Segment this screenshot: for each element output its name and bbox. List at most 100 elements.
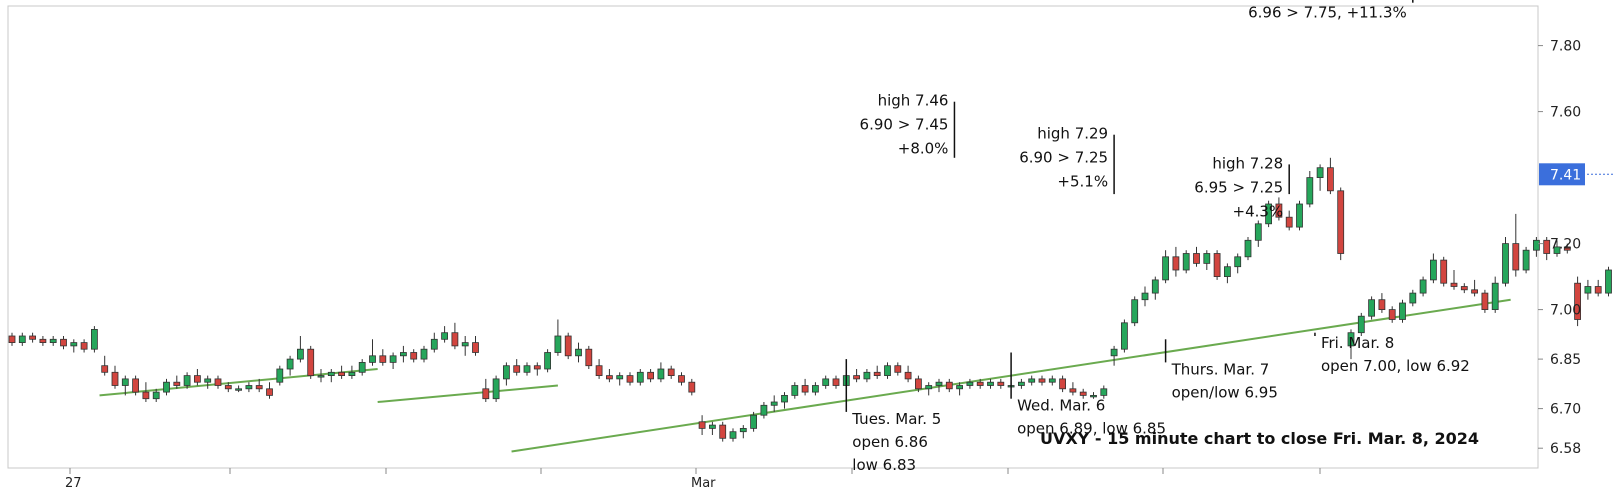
candle-body xyxy=(945,381,953,390)
candle-body xyxy=(575,348,582,357)
candle-body xyxy=(183,375,191,386)
candle-body xyxy=(1450,282,1458,287)
candle-body xyxy=(1110,348,1118,357)
candle-body xyxy=(873,371,881,376)
candle-body xyxy=(987,381,994,386)
y-tick-label: 6.85 xyxy=(1550,352,1581,368)
candle-body xyxy=(1584,286,1592,294)
candle-body xyxy=(1533,239,1540,251)
annotation-text: high 7.28 xyxy=(1212,154,1283,172)
candle-body xyxy=(1265,203,1272,225)
candle-body xyxy=(1275,203,1283,218)
y-tick-label: 6.70 xyxy=(1550,402,1581,418)
candle-body xyxy=(698,421,706,429)
candle-body xyxy=(492,378,500,400)
candle-body xyxy=(1090,394,1097,398)
candle-body xyxy=(255,385,263,390)
annotation-text: +8.0% xyxy=(898,140,949,158)
candle-body xyxy=(1399,302,1406,320)
y-tick-label: 7.20 xyxy=(1550,237,1581,253)
candle-body xyxy=(1430,259,1437,281)
y-tick-label: 6.58 xyxy=(1550,441,1581,457)
candle-body xyxy=(235,388,243,391)
candle-body xyxy=(1574,282,1581,320)
last-price-badge xyxy=(1539,163,1585,186)
candle-body xyxy=(1079,391,1087,396)
candle-body xyxy=(1141,292,1149,301)
candle-body xyxy=(1213,253,1221,278)
candle-body xyxy=(595,365,603,377)
day-label-text: open 7.00, low 6.92 xyxy=(1321,357,1470,375)
annotation-text: 6.96 > 7.75, +11.3% xyxy=(1248,4,1407,22)
day-label-text: Tues. Mar. 5 xyxy=(851,410,941,428)
annotation-text: +5.1% xyxy=(1057,173,1108,191)
candle-body xyxy=(1502,243,1509,284)
x-tick-label: Mar xyxy=(691,476,716,491)
candle-body xyxy=(770,401,778,406)
grid xyxy=(7,5,1539,469)
candle-body xyxy=(266,388,273,396)
candle-body xyxy=(399,352,407,357)
candle-body xyxy=(1543,239,1551,254)
candle-body xyxy=(18,335,26,343)
candle-body xyxy=(1491,282,1499,311)
candle-body xyxy=(760,404,768,416)
axes: 6.58 6.70 6.85 7.00 7.20 7.60 7.80 27 Mar 7.41 xyxy=(65,39,1615,491)
candle-body xyxy=(286,358,294,370)
candle-body xyxy=(1460,286,1468,291)
candle-body xyxy=(1327,167,1334,192)
candle-body xyxy=(822,378,830,386)
annotation-text: 6.90 > 7.45 xyxy=(860,116,949,134)
candle-body xyxy=(904,371,912,380)
candle-body xyxy=(678,375,685,383)
candle-body xyxy=(338,371,346,376)
candle-body xyxy=(80,342,88,350)
candle-body xyxy=(369,355,376,363)
candle-body xyxy=(1059,378,1066,390)
candle-body xyxy=(60,338,67,347)
candle-body xyxy=(812,385,819,393)
candle-body xyxy=(1481,292,1489,311)
candle-body xyxy=(1471,289,1478,294)
candle-body xyxy=(39,338,47,343)
candle-body xyxy=(1038,378,1046,383)
candle-body xyxy=(410,352,418,360)
candle-body xyxy=(204,378,212,383)
candle-body xyxy=(1440,259,1448,284)
candle-body xyxy=(729,431,737,439)
candle-body xyxy=(482,388,490,400)
candle-body xyxy=(801,385,809,393)
candle-body xyxy=(997,381,1005,386)
day-label-text: open/low 6.95 xyxy=(1172,383,1278,401)
candle-body xyxy=(1337,190,1345,254)
chart-title: UVXY - 15 minute chart to close Fri. Mar… xyxy=(1040,429,1479,448)
candle-body xyxy=(636,371,644,383)
candle-body xyxy=(853,375,860,380)
candle-body xyxy=(606,375,613,380)
candle-body xyxy=(1594,286,1602,294)
annotation-text: high 7.46 xyxy=(878,92,949,110)
candle-body xyxy=(1151,279,1159,294)
candle-body xyxy=(1378,299,1386,311)
candle-body xyxy=(451,332,459,347)
candle-body xyxy=(173,381,181,386)
candle-body xyxy=(296,348,304,360)
candle-body xyxy=(925,385,933,390)
candle-body xyxy=(1254,223,1262,241)
candle-body xyxy=(101,365,109,373)
candle-body xyxy=(1409,292,1417,304)
candle-body xyxy=(430,338,438,350)
candle-body xyxy=(719,424,727,439)
candle-body xyxy=(142,391,150,400)
candle-body xyxy=(863,371,871,380)
candle-body xyxy=(163,381,170,393)
candle-body xyxy=(1193,253,1200,264)
candle-body xyxy=(544,352,551,370)
candle-body xyxy=(832,378,840,386)
candle-body xyxy=(1285,216,1293,228)
candle-body xyxy=(1563,246,1571,251)
candle-body xyxy=(327,371,335,376)
day-label-text: Fri. Mar. 8 xyxy=(1321,334,1394,352)
candle-body xyxy=(224,385,232,390)
